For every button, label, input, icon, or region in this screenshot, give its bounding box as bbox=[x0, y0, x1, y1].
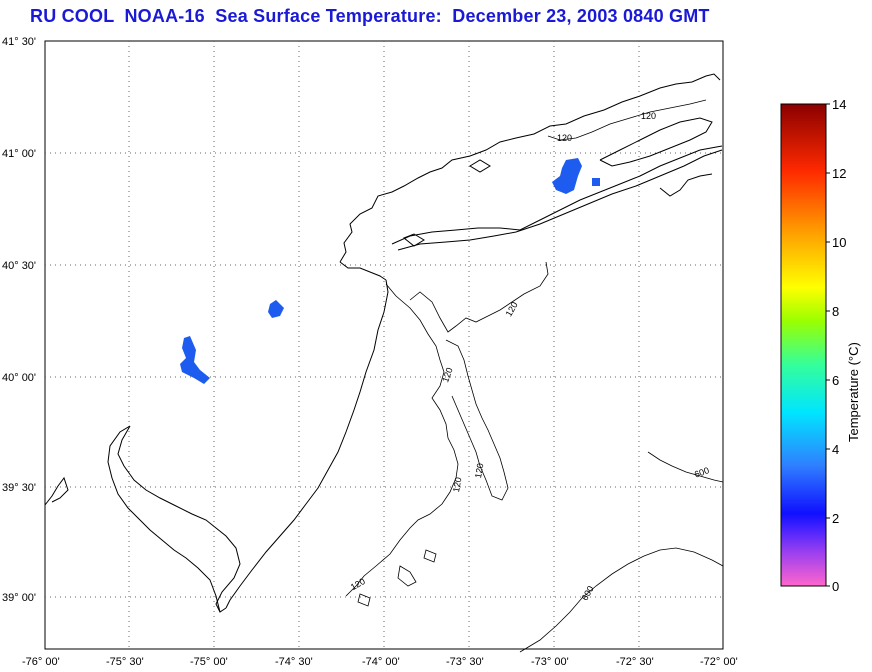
colorbar-tick-labels: 14 12 10 8 6 4 2 0 bbox=[832, 97, 846, 594]
sst-patch-long-island-sound-small bbox=[592, 178, 600, 186]
lon-tick-label: -75° 30' bbox=[106, 656, 144, 668]
colorbar-tick-label: 0 bbox=[832, 579, 839, 594]
colorbar-ticks bbox=[826, 103, 830, 587]
contour-label: 120 bbox=[557, 133, 572, 143]
contour-label: 120 bbox=[641, 111, 656, 121]
contour-label: 120 bbox=[473, 462, 485, 479]
lon-tick-label: -72° 30' bbox=[616, 656, 654, 668]
map-frame bbox=[44, 40, 724, 650]
colorbar-title: Temperature (°C) bbox=[846, 342, 861, 442]
lat-tick-label: 41° 00' bbox=[2, 148, 36, 160]
contour-label-group: 120 120 120 120 120 120 120 600 600 bbox=[349, 111, 711, 602]
lat-tick-label: 40° 00' bbox=[2, 372, 36, 384]
sst-data-patches bbox=[180, 158, 600, 384]
sst-patch-hudson-shelf bbox=[268, 300, 284, 318]
colorbar bbox=[780, 103, 827, 587]
sst-patch-nj-inland bbox=[180, 336, 210, 384]
colorbar-tick-label: 4 bbox=[832, 442, 839, 457]
lat-axis-labels: 41° 30' 41° 00' 40° 30' 40° 00' 39° 30' … bbox=[2, 36, 36, 604]
lat-tick-label: 39° 30' bbox=[2, 482, 36, 494]
lat-tick-label: 40° 30' bbox=[2, 260, 36, 272]
colorbar-tick-label: 6 bbox=[832, 373, 839, 388]
lon-tick-label: -76° 00' bbox=[22, 656, 60, 668]
colorbar-tick-label: 12 bbox=[832, 166, 846, 181]
contour-label: 120 bbox=[440, 366, 455, 384]
lon-tick-label: -73° 30' bbox=[446, 656, 484, 668]
map-title: RU COOL NOAA-16 Sea Surface Temperature:… bbox=[30, 6, 710, 26]
contour-label: 120 bbox=[451, 476, 463, 493]
lat-tick-label: 39° 00' bbox=[2, 592, 36, 604]
sst-patch-long-island-sound bbox=[552, 158, 582, 194]
colorbar-tick-label: 14 bbox=[832, 97, 846, 112]
colorbar-tick-label: 10 bbox=[832, 235, 846, 250]
lon-tick-label: -72° 00' bbox=[700, 656, 738, 668]
contour-label: 600 bbox=[693, 465, 711, 480]
colorbar-tick-label: 8 bbox=[832, 304, 839, 319]
lon-axis-labels: -76° 00' -75° 30' -75° 00' -74° 30' -74°… bbox=[22, 656, 738, 668]
lon-tick-label: -74° 00' bbox=[362, 656, 400, 668]
map-gridlines bbox=[45, 41, 723, 649]
lon-tick-label: -74° 30' bbox=[275, 656, 313, 668]
lon-tick-label: -73° 00' bbox=[531, 656, 569, 668]
bathymetry-contours bbox=[345, 99, 724, 653]
lat-tick-label: 41° 30' bbox=[2, 36, 36, 48]
colorbar-tick-label: 2 bbox=[832, 511, 839, 526]
lon-tick-label: -75° 00' bbox=[190, 656, 228, 668]
coastline bbox=[44, 73, 723, 613]
